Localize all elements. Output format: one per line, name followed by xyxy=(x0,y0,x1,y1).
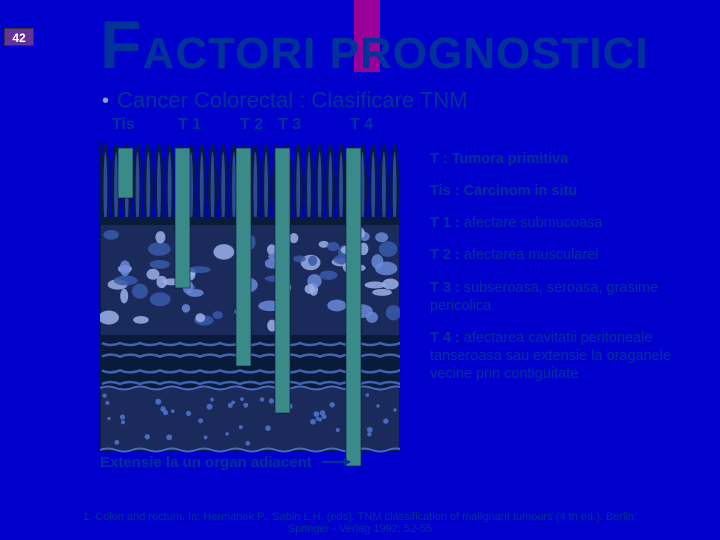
stage-label: T 4 xyxy=(350,116,373,134)
definitions-list: T : Tumora primitiva Tis : Carcinom in si… xyxy=(430,150,706,397)
definition-desc: Carcinom in situ xyxy=(464,183,578,199)
definition-code: Tis : xyxy=(430,183,464,199)
definition-code: T 3 : xyxy=(430,280,464,296)
page-title: FACTORI PROGNOSTICI xyxy=(100,6,649,84)
definition-code: T : xyxy=(430,151,452,167)
definition-desc: subseroasa, seroasa, grasime pericolica xyxy=(430,280,658,314)
subtitle-text: Cancer Colorectal : Clasificare TNM xyxy=(117,87,467,112)
title-rest: ACTORI PROGNOSTICI xyxy=(143,29,649,78)
bullet-icon: • xyxy=(102,90,109,112)
definition-item: T 3 : subseroasa, seroasa, grasime peric… xyxy=(430,279,706,315)
diagram-svg xyxy=(100,140,400,470)
stage-label: T 3 xyxy=(278,116,301,134)
stage-label: Tis xyxy=(112,116,135,134)
title-first-letter: F xyxy=(100,7,143,83)
definition-code: T 1 : xyxy=(430,215,464,231)
extension-label: Extensie la un organ adiacent xyxy=(100,454,312,471)
footnote: 1. Colon and rectum. In: Hermanek P., Sa… xyxy=(0,511,720,536)
definition-item: T : Tumora primitiva xyxy=(430,150,706,168)
definition-code: T 2 : xyxy=(430,247,464,263)
tnm-diagram xyxy=(100,140,400,460)
definition-item: T 1 : afectare submucoasa xyxy=(430,214,706,232)
definition-desc: afectarea cavitatii peritoneale tanseroa… xyxy=(430,330,671,382)
definition-desc: afectare submucoasa xyxy=(464,215,603,231)
stage-label: T 1 xyxy=(178,116,201,134)
definition-code: T 4 : xyxy=(430,330,464,346)
subtitle-ref: (1) xyxy=(474,86,491,102)
definition-desc: afectarea muscularei xyxy=(464,247,599,263)
definition-desc: Tumora primitiva xyxy=(452,151,569,167)
definition-item: Tis : Carcinom in situ xyxy=(430,182,706,200)
definition-item: T 2 : afectarea muscularei xyxy=(430,246,706,264)
extension-arrow-icon xyxy=(322,461,350,463)
subtitle: • Cancer Colorectal : Clasificare TNM (1) xyxy=(102,86,491,113)
stage-label: T 2 xyxy=(240,116,263,134)
definition-item: T 4 : afectarea cavitatii peritoneale ta… xyxy=(430,329,706,383)
slide-number: 42 xyxy=(4,28,34,46)
